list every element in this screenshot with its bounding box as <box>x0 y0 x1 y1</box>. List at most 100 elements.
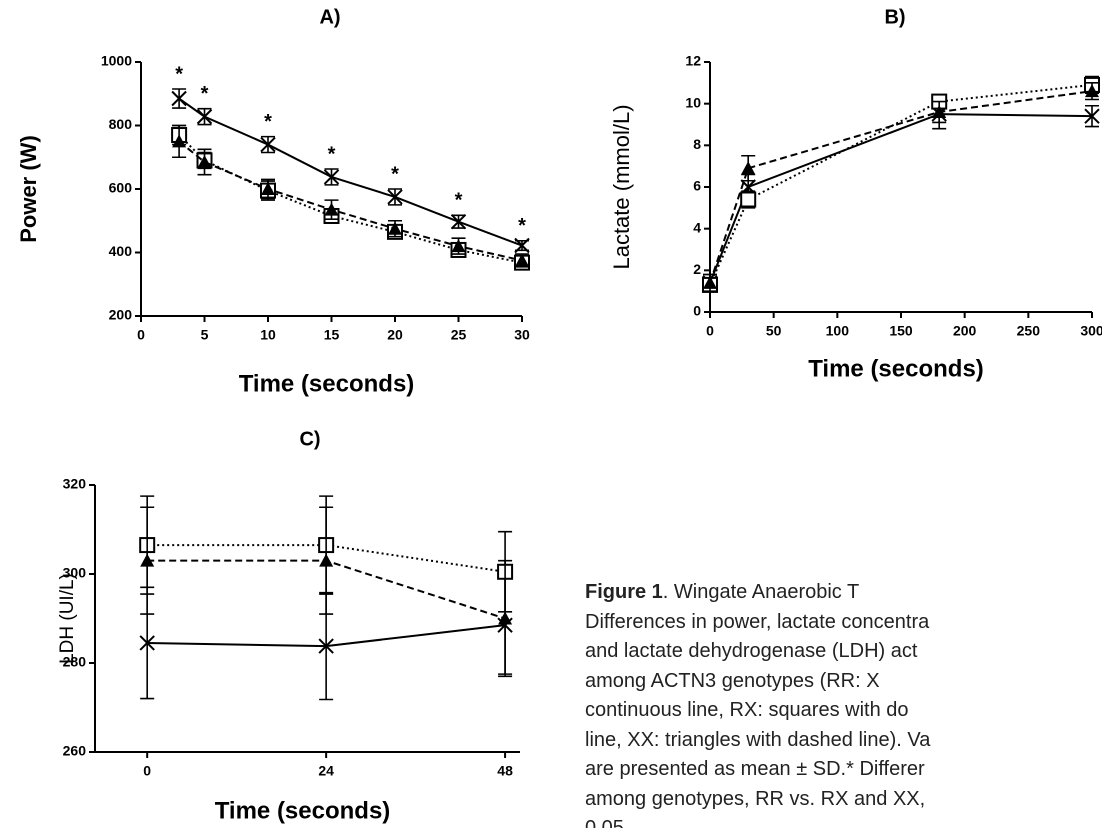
y-tick-label: 260 <box>63 743 87 759</box>
y-tick-label: 800 <box>109 116 133 132</box>
caption-line: among ACTN3 genotypes (RR: X <box>585 667 930 697</box>
x-tick-label: 5 <box>201 327 209 343</box>
marker-triangle <box>172 134 187 148</box>
y-tick-label: 2 <box>693 261 701 277</box>
y-tick-label: 8 <box>693 136 701 152</box>
y-tick-label: 12 <box>685 53 701 69</box>
significance-mark: * <box>175 63 183 85</box>
y-tick-label: 200 <box>109 307 133 323</box>
marker-square <box>740 191 757 208</box>
marker-triangle <box>703 275 717 289</box>
x-tick-label: 300 <box>1080 323 1102 339</box>
caption-text: Differences in power, lactate concentra <box>585 610 930 633</box>
marker-x <box>171 90 187 107</box>
caption-line: Differences in power, lactate concentra <box>585 608 930 638</box>
caption-text: . Wingate Anaerobic T <box>662 581 860 603</box>
series-line <box>178 134 523 264</box>
x-tick-label: 200 <box>953 323 977 339</box>
x-tick-label: 250 <box>1017 323 1041 339</box>
series-line <box>709 83 1093 286</box>
caption-text: line, XX: triangles with dashed line). V… <box>585 728 931 751</box>
y-axis-title: Lactate (mmol/L) <box>609 104 634 269</box>
caption-text: among genotypes, RR vs. RX and XX, <box>585 787 926 810</box>
marker-x <box>260 136 276 153</box>
chart-title: B) <box>884 6 905 28</box>
x-tick-label: 10 <box>260 327 276 343</box>
x-tick-label: 0 <box>137 327 145 343</box>
marker-triangle <box>319 553 334 567</box>
caption-line: line, XX: triangles with dashed line). V… <box>585 726 930 756</box>
marker-triangle <box>932 105 947 118</box>
caption: Figure 1. Wingate Anaerobic T Differences… <box>585 578 930 828</box>
series-line <box>709 90 1093 284</box>
x-axis-title: Time (seconds) <box>215 797 391 824</box>
marker-x <box>450 213 467 230</box>
x-tick-label: 15 <box>324 327 340 343</box>
marker-triangle <box>388 221 402 235</box>
x-tick-label: 100 <box>826 323 850 339</box>
significance-mark: * <box>264 111 272 133</box>
marker-x <box>323 169 340 185</box>
caption-line: 0.05. <box>585 814 930 828</box>
x-tick-label: 48 <box>497 763 513 779</box>
caption-line: and lactate dehydrogenase (LDH) act <box>585 637 930 667</box>
y-axis-title: LDH (UI/L) <box>57 573 78 664</box>
marker-x <box>139 635 155 651</box>
x-tick-label: 0 <box>143 763 151 779</box>
caption-text: and lactate dehydrogenase (LDH) act <box>585 640 918 662</box>
y-tick-label: 0 <box>693 303 701 319</box>
x-axis-title: Time (seconds) <box>239 370 415 397</box>
marker-triangle <box>1085 84 1099 98</box>
marker-x <box>387 189 403 205</box>
caption-text: 0.05. <box>585 817 630 828</box>
x-tick-label: 150 <box>889 323 913 339</box>
x-tick-label: 25 <box>451 327 467 343</box>
x-tick-label: 50 <box>766 323 782 339</box>
y-axis-title: Power (W) <box>16 135 41 243</box>
y-tick-label: 280 <box>63 654 87 670</box>
caption-text: are presented as mean ± SD.* Differer <box>585 758 925 780</box>
chart-title: A) <box>319 6 340 28</box>
x-axis-title: Time (seconds) <box>808 355 984 382</box>
y-tick-label: 10 <box>685 94 701 110</box>
x-tick-label: 24 <box>318 763 334 779</box>
significance-mark: * <box>328 143 336 165</box>
y-tick-label: 4 <box>693 219 701 235</box>
series-line <box>178 140 523 262</box>
y-tick-label: 1000 <box>101 53 132 69</box>
y-tick-label: 6 <box>693 178 701 194</box>
caption-line: among genotypes, RR vs. RX and XX, <box>585 785 930 815</box>
marker-triangle <box>515 253 529 267</box>
y-tick-label: 320 <box>63 476 87 492</box>
marker-x <box>1084 108 1100 124</box>
marker-triangle <box>261 182 275 195</box>
series-line <box>709 113 1093 284</box>
significance-mark: * <box>455 190 463 212</box>
caption-line: continuous line, RX: squares with do <box>585 696 930 726</box>
marker-x <box>196 108 213 125</box>
caption-line: are presented as mean ± SD.* Differer <box>585 755 930 785</box>
marker-x <box>514 237 530 254</box>
marker-x <box>318 638 334 654</box>
marker-triangle <box>741 161 756 175</box>
caption-label: Figure 1 <box>585 581 663 603</box>
significance-mark: * <box>201 83 209 105</box>
marker-triangle <box>324 202 339 216</box>
significance-mark: * <box>518 215 526 237</box>
marker-triangle <box>451 239 466 253</box>
marker-triangle <box>498 611 513 625</box>
chart-title: C) <box>299 428 320 450</box>
x-tick-label: 30 <box>514 327 530 343</box>
significance-mark: * <box>391 163 399 185</box>
marker-triangle <box>140 553 155 567</box>
x-tick-label: 20 <box>387 327 403 343</box>
y-tick-label: 300 <box>63 565 87 581</box>
y-tick-label: 600 <box>109 180 133 196</box>
caption-text: among ACTN3 genotypes (RR: X <box>585 669 880 692</box>
x-tick-label: 0 <box>706 323 714 339</box>
caption-line: Figure 1. Wingate Anaerobic T <box>585 578 930 608</box>
y-tick-label: 400 <box>109 243 133 259</box>
caption-text: continuous line, RX: squares with do <box>585 699 909 721</box>
